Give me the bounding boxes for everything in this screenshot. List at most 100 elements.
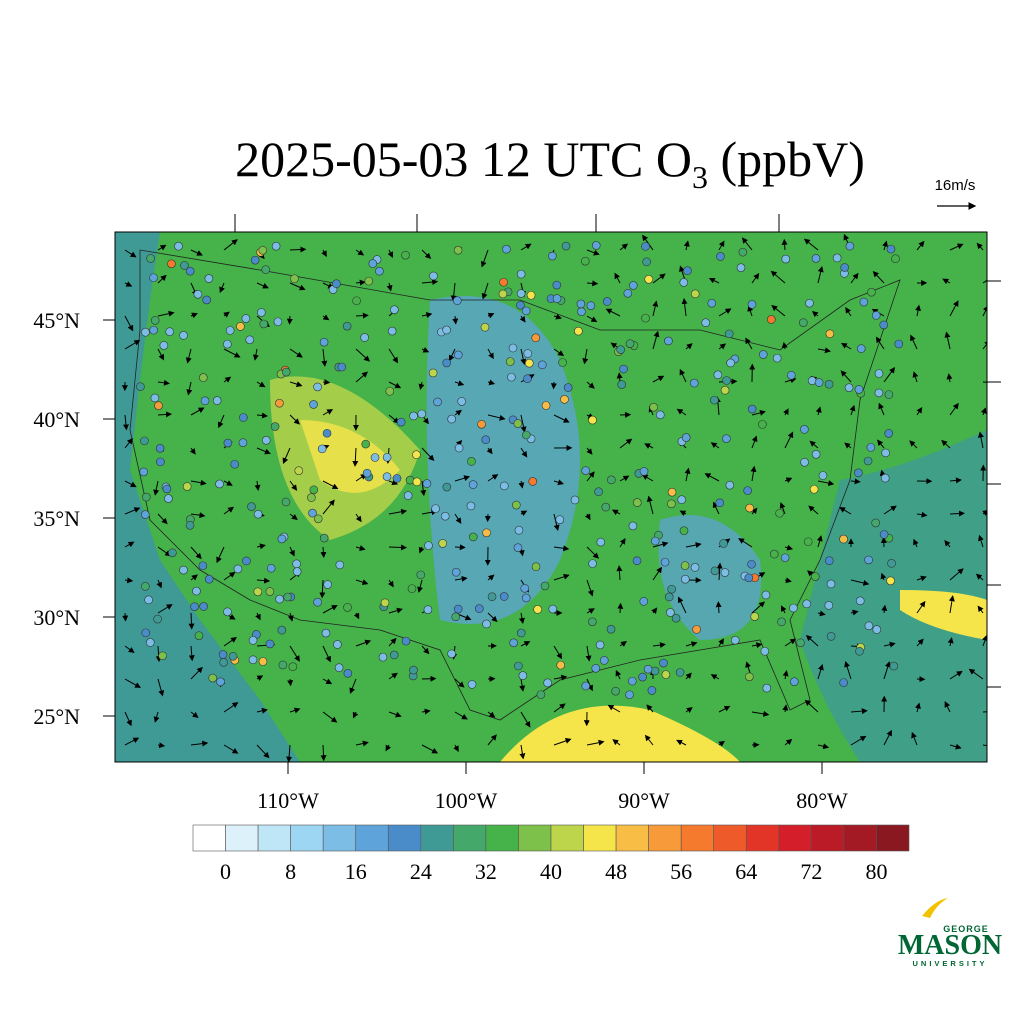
wind-arrow xyxy=(642,234,654,251)
station xyxy=(824,556,834,566)
station xyxy=(552,280,562,290)
wind-arrow xyxy=(949,477,962,484)
station xyxy=(156,457,165,467)
station xyxy=(675,668,685,677)
wind-arrow xyxy=(352,711,359,719)
station xyxy=(343,669,353,678)
station xyxy=(747,300,757,309)
station xyxy=(192,586,201,596)
station xyxy=(468,480,478,489)
wind-arrow xyxy=(289,348,303,358)
station xyxy=(271,241,281,251)
map-frame xyxy=(114,231,988,763)
wind-arrow xyxy=(322,409,334,416)
logo-top: GEORGE xyxy=(943,924,989,934)
wind-arrow xyxy=(256,381,266,388)
wind-arrow xyxy=(153,711,160,723)
wind-arrow xyxy=(586,280,599,287)
station xyxy=(141,628,151,638)
station xyxy=(467,457,476,466)
station xyxy=(319,337,329,347)
station xyxy=(481,435,491,445)
station xyxy=(811,572,820,581)
station xyxy=(451,567,461,577)
wind-arrow xyxy=(352,447,359,467)
wind-arrow xyxy=(124,577,134,584)
station xyxy=(278,660,288,670)
station xyxy=(556,660,566,670)
wind-arrow xyxy=(189,447,196,455)
wind-arrow xyxy=(586,315,598,323)
wind-arrow xyxy=(652,330,660,350)
station xyxy=(202,295,211,305)
wind-arrow xyxy=(216,546,225,564)
pacific xyxy=(115,232,300,762)
wind-arrow xyxy=(718,638,724,647)
wind-arrow xyxy=(941,439,951,449)
station xyxy=(208,673,218,683)
colorbar-box xyxy=(420,824,454,852)
wind-arrow xyxy=(751,273,760,284)
wind-arrow xyxy=(708,277,720,284)
wind-arrow xyxy=(817,743,830,750)
station xyxy=(627,676,637,686)
wind-arrow xyxy=(256,282,269,289)
wind-arrow xyxy=(949,243,964,251)
logo-swoosh xyxy=(922,898,948,918)
wind-arrow xyxy=(676,739,687,746)
station xyxy=(380,598,390,608)
wind-arrow xyxy=(782,670,789,680)
station xyxy=(499,277,508,287)
wind-arrow xyxy=(882,240,888,251)
station xyxy=(442,325,451,335)
wind-arrow xyxy=(417,579,424,593)
station xyxy=(628,521,638,531)
wind-arrow xyxy=(683,240,690,251)
wind-arrow xyxy=(883,661,891,680)
station xyxy=(536,690,546,699)
wind-arrow xyxy=(553,738,572,746)
station xyxy=(574,326,583,336)
wind-arrow xyxy=(322,711,338,723)
logo-bottom: UNIVERSITY xyxy=(912,959,987,968)
station xyxy=(516,300,525,310)
colorbar-box xyxy=(811,824,845,852)
station xyxy=(401,636,411,646)
lat-label: 30°N xyxy=(33,605,80,630)
colorbar-box xyxy=(387,824,422,852)
station xyxy=(638,672,647,682)
wind-arrow xyxy=(186,381,193,396)
wind-arrow xyxy=(385,744,392,752)
wind-arrow xyxy=(286,744,293,762)
wind-arrow xyxy=(223,637,237,647)
wind-arrow xyxy=(644,734,654,746)
station xyxy=(854,385,864,394)
colorbar-label: 40 xyxy=(540,859,562,884)
station xyxy=(440,511,450,521)
station xyxy=(548,251,557,261)
wind-arrow xyxy=(947,637,954,647)
station xyxy=(499,592,509,601)
station xyxy=(146,254,155,263)
wind-arrow xyxy=(124,249,137,258)
wind-arrow xyxy=(804,699,819,713)
station xyxy=(248,636,258,645)
colorbar-box xyxy=(322,824,357,852)
station xyxy=(839,534,848,544)
station xyxy=(886,244,896,254)
wind-arrow xyxy=(256,543,266,550)
wind-arrow xyxy=(586,739,605,746)
wind-arrow xyxy=(289,645,300,662)
wind-arrow xyxy=(646,704,654,713)
wind-arrow xyxy=(388,381,402,389)
station xyxy=(508,343,518,353)
station xyxy=(215,479,224,489)
colorbar-box xyxy=(290,824,324,852)
station xyxy=(750,612,759,621)
station xyxy=(643,664,653,674)
station xyxy=(475,604,484,613)
station xyxy=(531,562,541,572)
station xyxy=(467,680,477,689)
wind-arrow xyxy=(982,510,987,516)
station xyxy=(602,297,612,306)
